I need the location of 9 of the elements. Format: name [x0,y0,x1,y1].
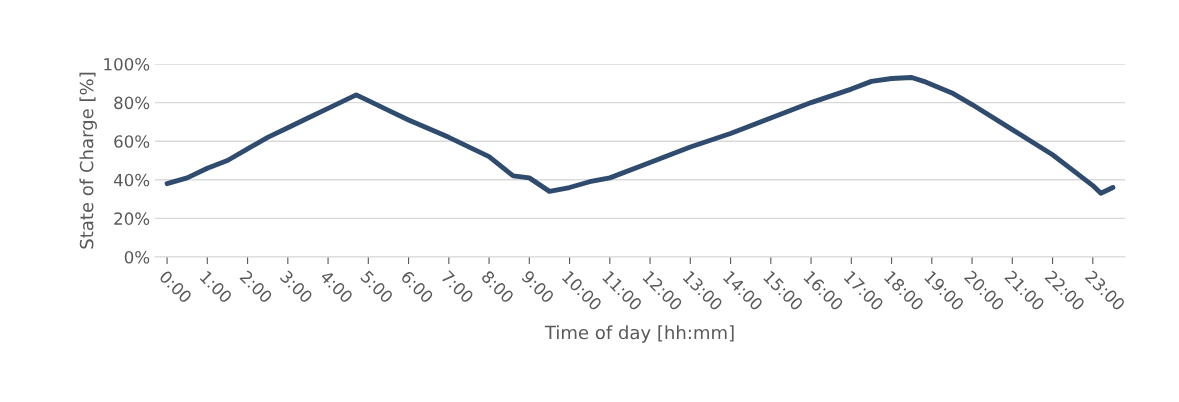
y-tick-label: 0% [124,250,150,264]
y-tick-label: 100% [104,57,150,71]
y-tick-label: 60% [114,135,150,148]
line-series [164,75,1116,196]
x-axis-title: Time of day [hh:mm] [544,325,734,343]
y-tick-label: 20% [114,212,150,225]
y-axis-title: State of Charge [%] [79,72,97,249]
y-tick-label: 40% [113,173,150,187]
y-tick-label: 80% [114,96,150,110]
